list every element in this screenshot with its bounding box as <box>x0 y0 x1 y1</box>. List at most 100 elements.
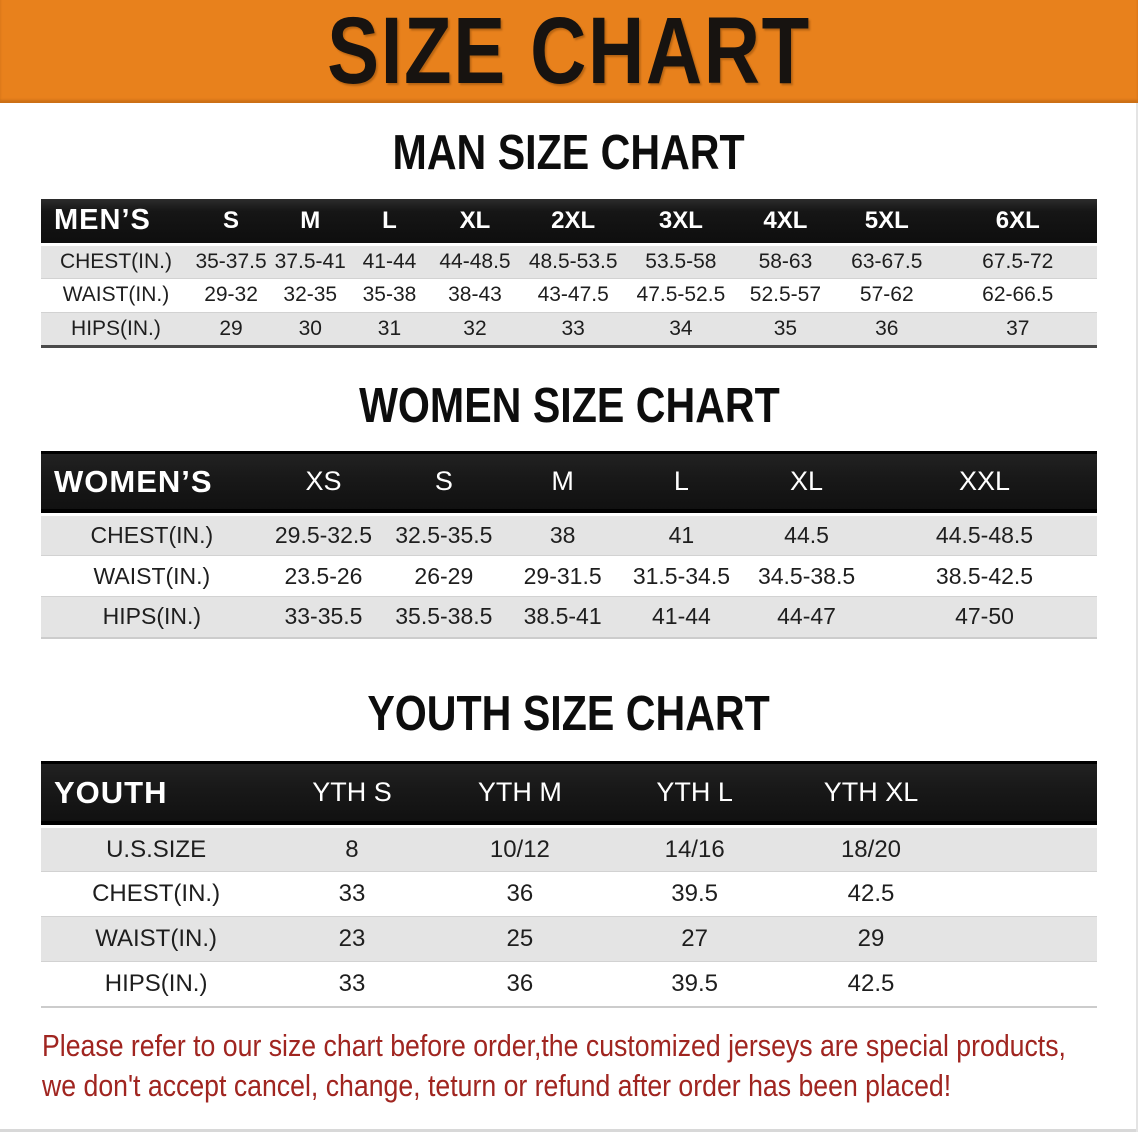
disclaimer-line-1: Please refer to our size chart before or… <box>42 1026 1138 1066</box>
size-value-cell: 27 <box>607 916 783 962</box>
size-value-cell: 67.5-72 <box>938 242 1097 279</box>
size-value-cell: 33 <box>271 871 433 917</box>
size-column-header: S <box>384 450 504 515</box>
men-size-table: MEN’S S M L XL 2XL 3XL 4XL 5XL 6XL CHEST(IN.) 35-3… <box>41 199 1097 348</box>
size-value-cell: 36 <box>432 871 607 917</box>
size-value-cell: 8 <box>271 825 433 872</box>
size-column-header: 6XL <box>938 199 1097 244</box>
size-column-header: L <box>621 450 742 515</box>
empty-cell <box>959 871 1097 917</box>
disclaimer: Please refer to our size chart before or… <box>42 1026 1138 1106</box>
size-value-cell: 23 <box>271 916 433 962</box>
measurement-row-label: WAIST(IN.) <box>41 555 263 597</box>
measurement-row: U.S.SIZE 8 10/12 14/16 18/20 <box>41 825 1097 872</box>
size-value-cell: 14/16 <box>607 825 783 872</box>
measurement-row-label: CHEST(IN.) <box>41 513 263 556</box>
size-value-cell: 38 <box>503 513 622 556</box>
size-value-cell: 38-43 <box>429 278 521 313</box>
measurement-row: HIPS(IN.) 29 30 31 32 33 34 35 36 37 <box>41 312 1097 347</box>
size-value-cell: 41-44 <box>621 596 742 638</box>
measurement-row-label: CHEST(IN.) <box>41 242 191 279</box>
measurement-row: CHEST(IN.) 35-37.5 37.5-41 41-44 44-48.5 48.5… <box>41 242 1097 279</box>
size-column-header: S <box>190 199 272 244</box>
men-header-row: MEN’S S M L XL 2XL 3XL 4XL 5XL 6XL <box>41 199 1097 244</box>
size-value-cell: 10/12 <box>432 825 607 872</box>
size-value-cell: 29.5-32.5 <box>262 513 385 556</box>
measurement-row: HIPS(IN.) 33-35.5 35.5-38.5 38.5-41 41-44 44-… <box>41 596 1097 638</box>
size-column-header: XL <box>741 450 873 515</box>
size-value-cell: 35-37.5 <box>190 242 272 279</box>
size-column-header: M <box>271 199 350 244</box>
size-value-cell: 35.5-38.5 <box>384 596 504 638</box>
measurement-row: WAIST(IN.) 23.5-26 26-29 29-31.5 31.5-34.5 34… <box>41 555 1097 597</box>
size-value-cell: 41 <box>621 513 742 556</box>
banner-title: SIZE CHART <box>327 0 811 104</box>
women-section-heading: WOMEN SIZE CHART <box>0 381 1138 431</box>
measurement-row: CHEST(IN.) 29.5-32.5 32.5-35.5 38 41 44.5 44.5… <box>41 513 1097 556</box>
size-column-header: 3XL <box>625 199 736 244</box>
size-value-cell: 33 <box>520 312 626 347</box>
size-value-cell: 44.5 <box>741 513 873 556</box>
size-value-cell: 29 <box>190 312 272 347</box>
size-value-cell: 39.5 <box>607 961 783 1007</box>
youth-table-body: U.S.SIZE 8 10/12 14/16 18/20 CHEST(IN.) 33 36 39… <box>41 825 1097 1007</box>
size-column-header: M <box>503 450 622 515</box>
men-section-heading: MAN SIZE CHART <box>0 128 1138 178</box>
size-value-cell: 31 <box>349 312 430 347</box>
size-column-header: YTH M <box>432 760 607 827</box>
size-value-cell: 33-35.5 <box>262 596 385 638</box>
size-column-header: YTH XL <box>782 760 960 827</box>
measurement-row: HIPS(IN.) 33 36 39.5 42.5 <box>41 961 1097 1007</box>
youth-section-heading: YOUTH SIZE CHART <box>0 689 1138 739</box>
size-value-cell: 58-63 <box>735 242 836 279</box>
size-value-cell: 42.5 <box>782 871 960 917</box>
size-value-cell: 48.5-53.5 <box>520 242 626 279</box>
disclaimer-line-2-text: we don't accept cancel, change, teturn o… <box>42 1067 952 1103</box>
youth-header-row: YOUTH YTH S YTH M YTH L YTH XL <box>41 760 1097 827</box>
men-table-body: CHEST(IN.) 35-37.5 37.5-41 41-44 44-48.5 48.5… <box>41 242 1097 347</box>
size-value-cell: 35 <box>735 312 836 347</box>
men-table-header: MEN’S S M L XL 2XL 3XL 4XL 5XL 6XL <box>41 199 1097 244</box>
measurement-row-label: U.S.SIZE <box>41 825 272 872</box>
size-value-cell: 33 <box>271 961 433 1007</box>
measurement-row-label: HIPS(IN.) <box>41 596 263 638</box>
size-value-cell: 37.5-41 <box>271 242 350 279</box>
size-value-cell: 44.5-48.5 <box>872 513 1097 556</box>
measurement-row-label: WAIST(IN.) <box>41 916 272 962</box>
size-value-cell: 31.5-34.5 <box>621 555 742 597</box>
size-value-cell: 63-67.5 <box>835 242 939 279</box>
size-value-cell: 52.5-57 <box>735 278 836 313</box>
size-column-header: XXL <box>872 450 1097 515</box>
women-section-heading-text: WOMEN SIZE CHART <box>358 378 780 433</box>
size-value-cell: 47-50 <box>872 596 1097 638</box>
size-value-cell: 34 <box>625 312 736 347</box>
size-value-cell: 62-66.5 <box>938 278 1097 313</box>
size-value-cell: 44-48.5 <box>429 242 521 279</box>
youth-table-header: YOUTH YTH S YTH M YTH L YTH XL <box>41 760 1097 827</box>
youth-table-corner-label: YOUTH <box>41 760 272 827</box>
women-header-row: WOMEN’S XS S M L XL XXL <box>41 450 1097 515</box>
disclaimer-line-2: we don't accept cancel, change, teturn o… <box>42 1066 1138 1106</box>
youth-size-table: YOUTH YTH S YTH M YTH L YTH XL U.S.SIZE 8 10/1… <box>41 760 1097 1008</box>
size-column-header: 4XL <box>735 199 836 244</box>
measurement-row-label: WAIST(IN.) <box>41 278 191 313</box>
measurement-row: WAIST(IN.) 29-32 32-35 35-38 38-43 43-47.5 47.… <box>41 278 1097 313</box>
empty-cell <box>959 825 1097 872</box>
size-value-cell: 34.5-38.5 <box>741 555 873 597</box>
measurement-row-label: HIPS(IN.) <box>41 312 191 347</box>
disclaimer-line-1-text: Please refer to our size chart before or… <box>42 1027 1066 1063</box>
measurement-row: WAIST(IN.) 23 25 27 29 <box>41 916 1097 962</box>
banner: SIZE CHART <box>0 0 1138 103</box>
men-table-corner-label: MEN’S <box>41 199 191 244</box>
size-value-cell: 29-31.5 <box>503 555 622 597</box>
size-column-header: YTH S <box>271 760 433 827</box>
empty-cell <box>959 916 1097 962</box>
size-column-header: YTH L <box>607 760 783 827</box>
size-column-header: XS <box>262 450 385 515</box>
size-value-cell: 29 <box>782 916 960 962</box>
size-column-header: 2XL <box>520 199 626 244</box>
size-column-header: 5XL <box>835 199 939 244</box>
size-value-cell: 32.5-35.5 <box>384 513 504 556</box>
men-section-heading-text: MAN SIZE CHART <box>392 126 746 180</box>
size-value-cell: 35-38 <box>349 278 430 313</box>
